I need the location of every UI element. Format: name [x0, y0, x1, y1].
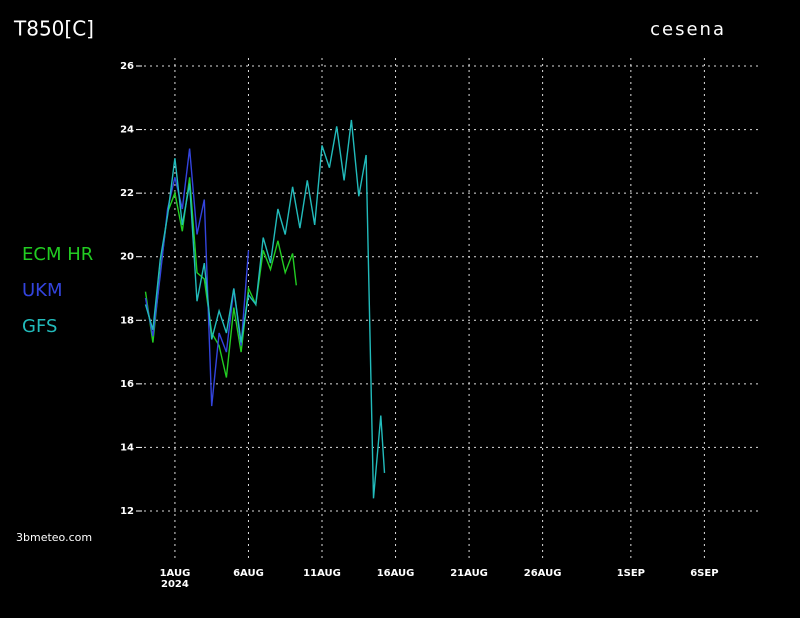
y-tick-label: 26 [120, 61, 134, 72]
x-tick-label: 11AUG [303, 568, 341, 579]
series-line [144, 119, 386, 499]
chart-title: T850[C] [13, 17, 94, 41]
x-tick-label: 26AUG [524, 568, 562, 579]
y-tick-label: 12 [120, 506, 134, 517]
y-tick-label: 18 [120, 315, 134, 326]
x-tick-label: 1SEP [617, 568, 645, 579]
location: cesena [650, 19, 726, 40]
x-tick-label: 6AUG [233, 568, 264, 579]
x-tick-label: 6SEP [690, 568, 718, 579]
series-line [144, 148, 250, 407]
y-tick-label: 22 [120, 188, 134, 199]
source: 3bmeteo.com [16, 531, 92, 544]
series-line [144, 177, 297, 378]
y-tick-label: 16 [120, 379, 134, 390]
y-tick-label: 14 [120, 442, 134, 453]
x-tick-label: 21AUG [450, 568, 488, 579]
y-tick-label: 24 [120, 125, 134, 136]
legend-label: GFS [22, 316, 57, 337]
x-tick-label: 1AUG [160, 568, 191, 579]
x-tick-label: 16AUG [377, 568, 415, 579]
legend-label: ECM HR [22, 244, 93, 265]
legend-label: UKM [22, 280, 63, 301]
year-label: 2024 [161, 579, 189, 590]
y-tick-label: 20 [120, 252, 134, 263]
